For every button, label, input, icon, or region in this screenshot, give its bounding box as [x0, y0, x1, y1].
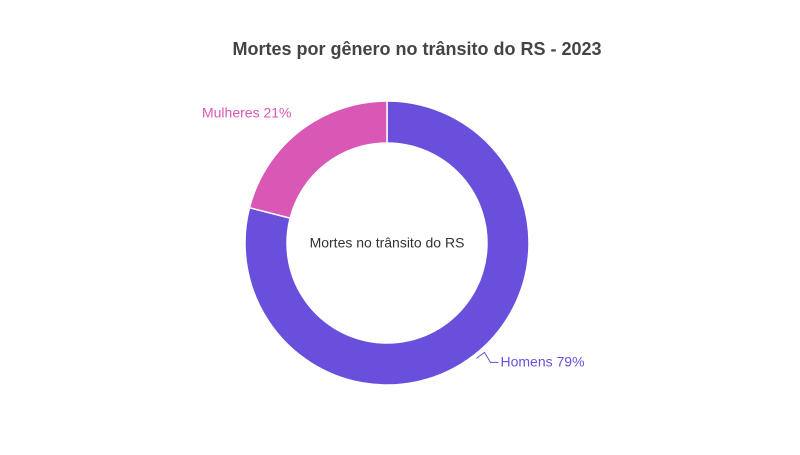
slice	[244, 100, 530, 386]
value-label: 79%	[557, 353, 585, 369]
category-name: Homens	[500, 353, 552, 369]
chart-title: Mortes por gênero no trânsito do RS - 20…	[232, 39, 601, 59]
center-label: Mortes no trânsito do RS	[310, 235, 465, 251]
category-name: Mulheres	[202, 104, 260, 120]
slice-label: Mulheres 21%	[202, 104, 292, 120]
slice-label: Homens 79%	[500, 353, 584, 369]
slice	[248, 100, 388, 220]
leader-line	[476, 351, 499, 363]
value-label: 21%	[263, 104, 291, 120]
